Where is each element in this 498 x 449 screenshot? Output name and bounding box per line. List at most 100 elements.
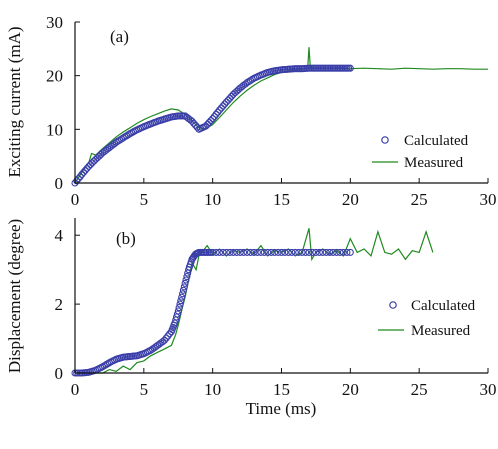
panel-a-calculated-point-3 bbox=[76, 173, 84, 181]
panel-b-calculated-point-112 bbox=[264, 248, 272, 256]
panel-a-calculated-point-78 bbox=[205, 118, 213, 126]
panel-a-legend-measured-label: Measured bbox=[404, 155, 464, 171]
panel-b-calculated-point-135 bbox=[343, 248, 351, 256]
panel-b-calculated-point-107 bbox=[246, 248, 255, 256]
panel-a-calculated-point-83 bbox=[214, 108, 222, 116]
panel-b-calculated-point-99 bbox=[219, 248, 227, 256]
panel-a-label: (a) bbox=[110, 27, 129, 46]
panel-a-calculated-point-69 bbox=[190, 119, 198, 127]
panel-b-calculated-point-73 bbox=[182, 276, 190, 284]
panel-b-calculated-point-52 bbox=[160, 336, 169, 344]
panel-b-calculated-point-109 bbox=[253, 248, 261, 256]
panel-a-x-tick-label-3: 15 bbox=[273, 190, 290, 209]
panel-b-x-tick-label-5: 25 bbox=[411, 380, 428, 399]
panel-b-calculated-point-98 bbox=[215, 248, 224, 256]
panel-b-x-tick-label-6: 30 bbox=[480, 380, 497, 399]
panel-b-calculated-point-115 bbox=[274, 248, 282, 256]
panel-b-label: (b) bbox=[116, 229, 136, 248]
panel-a-legend: Calculated Measured bbox=[372, 133, 469, 171]
panel-b-y-tick-label-0: 0 bbox=[55, 364, 64, 383]
panel-a-x-tick-label-5: 25 bbox=[411, 190, 428, 209]
panel-b-calculated-point-132 bbox=[333, 248, 341, 256]
panel-b-calculated-point-123 bbox=[302, 248, 310, 256]
panel-b-calculated-point-106 bbox=[243, 248, 251, 256]
panel-b-calculated-point-102 bbox=[229, 248, 237, 256]
panel-a-calculated-point-68 bbox=[188, 117, 196, 125]
panel-b-calculated-point-104 bbox=[236, 248, 244, 256]
panel-b-x-tick-label-0: 0 bbox=[71, 380, 80, 399]
panel-b-calculated-point-127 bbox=[315, 248, 323, 256]
panel-b-calculated-point-119 bbox=[288, 248, 296, 256]
panel-a-calculated-point-30 bbox=[123, 132, 131, 140]
panel-a-y-tick-label-1: 10 bbox=[46, 120, 63, 139]
panel-b-calculated-point-118 bbox=[284, 248, 292, 256]
panel-b-x-tick-label-3: 15 bbox=[273, 380, 290, 399]
panel-a-legend-calculated-marker bbox=[381, 136, 389, 144]
panel-b-x-tick-label-1: 5 bbox=[140, 380, 149, 399]
panel-b-calculated-point-125 bbox=[308, 248, 317, 256]
panel-a-calculated-points bbox=[71, 64, 354, 187]
panel-b-x-tick-label-2: 10 bbox=[204, 380, 221, 399]
panel-b-calculated-point-65 bbox=[175, 304, 183, 312]
panel-b-calculated-point-67 bbox=[177, 297, 185, 305]
panel-b-calculated-point-44 bbox=[147, 346, 155, 354]
panel-a-calculated-point-82 bbox=[212, 110, 220, 118]
panel-b-ticks: 0 5 10 15 20 25 30 0 2 4 bbox=[55, 226, 497, 399]
panel-a-ticks: 0 5 10 15 20 25 30 0 10 20 30 bbox=[46, 13, 497, 209]
panel-b-calculated-point-111 bbox=[260, 248, 268, 256]
panel-a-measured-line bbox=[74, 47, 488, 184]
panel-b-calculated-point-64 bbox=[174, 307, 182, 315]
panel-b-legend-calculated-marker bbox=[389, 301, 397, 309]
panel-b-calculated-point-129 bbox=[322, 248, 330, 256]
panel-b-measured-line bbox=[75, 228, 434, 374]
panel-b-legend: Calculated Measured bbox=[378, 298, 476, 339]
panel-b-calculated-point-128 bbox=[319, 248, 327, 256]
panel-b-legend-measured-label: Measured bbox=[411, 323, 471, 339]
panel-b-calculated-point-124 bbox=[305, 248, 313, 256]
panel-b-y-axis-title: Displacement (degree) bbox=[5, 219, 24, 373]
panel-b-calculated-point-113 bbox=[267, 248, 275, 256]
panel-a-y-tick-label-3: 30 bbox=[46, 13, 63, 32]
panel-b-calculated-point-66 bbox=[176, 300, 184, 308]
panel-b-legend-calculated-label: Calculated bbox=[411, 298, 476, 314]
panel-b-calculated-point-121 bbox=[295, 248, 303, 256]
panel-a: 0 5 10 15 20 25 30 0 10 20 30 (a) Exciting current… bbox=[5, 13, 497, 209]
panel-a-x-tick-label-0: 0 bbox=[71, 190, 80, 209]
panel-b-calculated-point-133 bbox=[336, 248, 344, 256]
panel-a-calculated-point-80 bbox=[209, 115, 217, 123]
panel-b-calculated-point-136 bbox=[346, 248, 354, 256]
panel-b-y-tick-label-2: 4 bbox=[55, 226, 64, 245]
panel-b-calculated-point-126 bbox=[312, 248, 320, 256]
panel-b-calculated-point-72 bbox=[181, 279, 189, 287]
panel-a-plot-area bbox=[71, 47, 488, 187]
panel-a-calculated-point-79 bbox=[207, 116, 215, 125]
panel-b-calculated-point-103 bbox=[233, 248, 241, 256]
x-axis-title: Time (ms) bbox=[246, 399, 317, 418]
panel-b-calculated-point-134 bbox=[339, 248, 347, 256]
panel-b-y-tick-label-1: 2 bbox=[55, 295, 64, 314]
panel-a-calculated-point-84 bbox=[215, 106, 224, 114]
panel-b-x-tick-label-4: 20 bbox=[342, 380, 359, 399]
panel-b-calculated-point-130 bbox=[326, 248, 334, 256]
panel-b-calculated-point-108 bbox=[250, 248, 258, 256]
panel-b-calculated-point-69 bbox=[179, 290, 187, 298]
panel-a-legend-calculated-label: Calculated bbox=[404, 133, 469, 149]
panel-b-calculated-point-101 bbox=[226, 248, 234, 256]
panel-b-calculated-point-71 bbox=[180, 283, 188, 291]
panel-a-x-tick-label-2: 10 bbox=[204, 190, 221, 209]
panel-a-y-tick-label-2: 20 bbox=[46, 67, 63, 86]
panel-b-calculated-point-53 bbox=[162, 334, 170, 342]
panel-b-calculated-points bbox=[71, 248, 354, 377]
panel-b: 0 5 10 15 20 25 30 0 2 4 (b) Displacement (degree… bbox=[5, 218, 497, 399]
panel-a-calculated-point-71 bbox=[193, 123, 201, 131]
panel-a-calculated-point-87 bbox=[221, 100, 229, 108]
panel-a-calculated-point-88 bbox=[222, 98, 230, 106]
panel-a-x-tick-label-6: 30 bbox=[480, 190, 497, 209]
panel-a-calculated-point-160 bbox=[346, 64, 354, 72]
panel-a-calculated-point-6 bbox=[81, 166, 89, 174]
panel-b-calculated-point-110 bbox=[257, 248, 265, 256]
panel-b-calculated-point-63 bbox=[173, 310, 181, 318]
panel-b-calculated-point-117 bbox=[281, 248, 289, 256]
panel-b-calculated-point-131 bbox=[329, 248, 337, 256]
